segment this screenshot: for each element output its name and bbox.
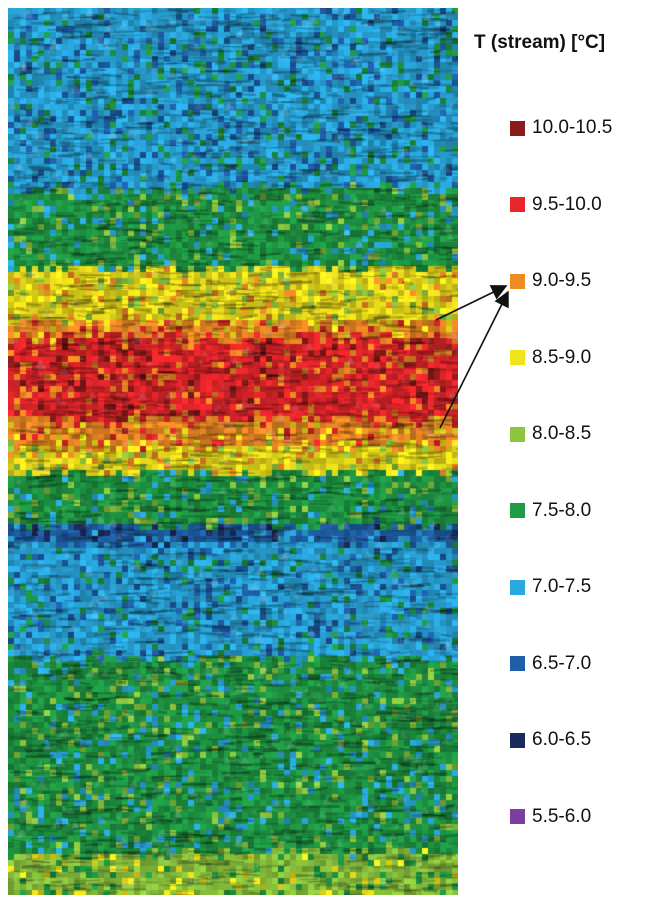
legend-title: T (stream) [°C] [474,32,606,53]
legend-entry: 10.0-10.5 [510,116,612,140]
legend-swatch [510,426,525,442]
legend-entry: 6.0-6.5 [510,728,591,752]
legend-entry: 8.0-8.5 [510,422,591,446]
legend-entry: 8.5-9.0 [510,346,591,370]
stream-temperature-map [8,8,458,895]
legend-swatch [510,579,525,595]
legend-label: 8.5-9.0 [532,346,592,368]
legend-entry: 7.0-7.5 [510,575,591,599]
legend-label: 7.0-7.5 [532,576,592,597]
legend-swatch [510,656,525,671]
legend-swatch [510,350,525,365]
legend-swatch [510,503,525,518]
legend-label: 5.5-6.0 [532,805,592,827]
legend-entry: 7.5-8.0 [510,499,591,523]
legend-swatch [510,809,525,824]
legend-swatch [510,732,525,748]
legend-label: 9.0-9.5 [532,270,592,291]
legend-label: 9.5-10.0 [532,193,602,215]
legend-label: 8.0-8.5 [532,423,592,444]
legend-entry: 9.0-9.5 [510,269,591,293]
legend-swatch [510,273,525,289]
legend-label: 7.5-8.0 [532,499,592,521]
legend-label: 6.5-7.0 [532,652,592,674]
legend-swatch [510,197,525,212]
legend-label: 6.0-6.5 [532,729,592,750]
legend-entry: 6.5-7.0 [510,652,591,676]
legend-entry: 9.5-10.0 [510,193,602,217]
legend-label: 10.0-10.5 [532,117,613,138]
legend-entry: 5.5-6.0 [510,805,591,829]
heatmap-canvas [8,8,458,895]
legend-swatch [510,120,525,136]
